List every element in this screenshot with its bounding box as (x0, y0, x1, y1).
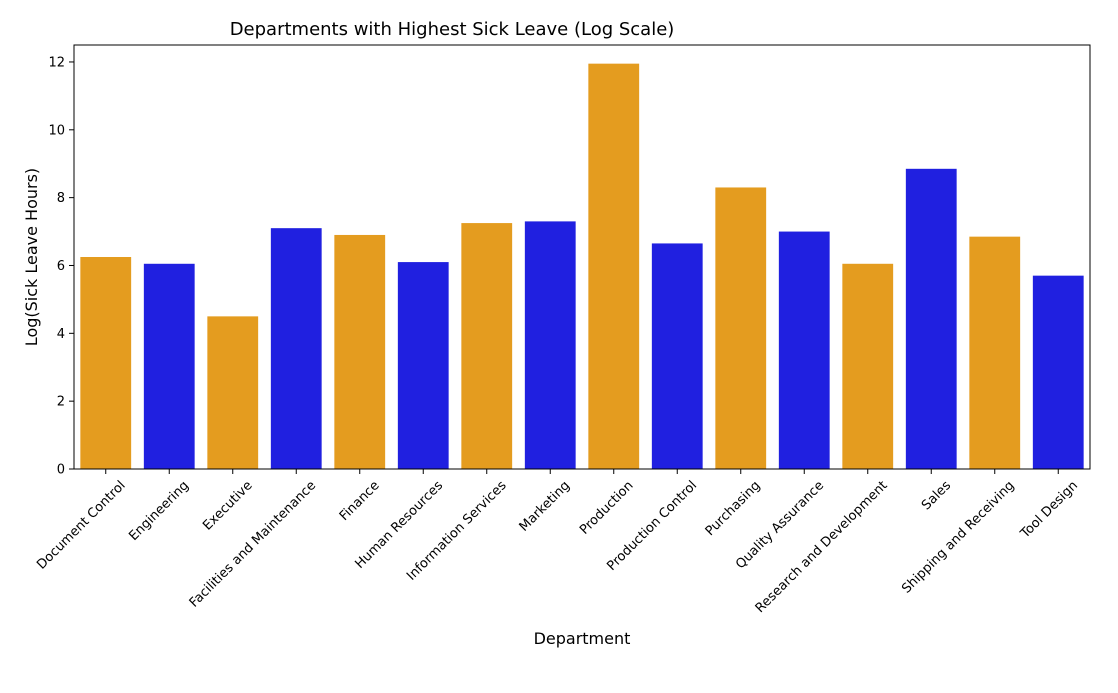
plot-area (80, 63, 1084, 470)
bar-research-and-development (842, 263, 894, 469)
y-tick-label: 6 (57, 259, 65, 274)
bar-engineering (143, 263, 195, 469)
bar-purchasing (715, 187, 767, 470)
x-axis-label: Department (534, 629, 631, 648)
y-tick-label: 0 (57, 463, 65, 478)
bar-production-control (651, 243, 703, 469)
x-tick-label: Document Control (34, 478, 128, 572)
x-tick-label: Finance (337, 478, 383, 524)
y-tick-label: 12 (48, 55, 65, 70)
bar-information-services (461, 223, 513, 469)
y-tick-label: 8 (57, 191, 65, 206)
x-tick-label: Executive (200, 478, 255, 533)
x-tick-label: Purchasing (703, 478, 764, 539)
bar-document-control (80, 257, 132, 469)
x-tick-label: Engineering (126, 478, 192, 544)
bar-production (588, 63, 640, 469)
x-tick-label: Research and Development (753, 478, 891, 616)
x-tick-label: Facilities and Maintenance (187, 478, 319, 610)
x-tick-label: Production (577, 478, 637, 538)
bar-quality-assurance (778, 231, 830, 469)
y-tick-label: 4 (57, 327, 65, 342)
y-tick-label: 2 (57, 395, 65, 410)
bar-human-resources (397, 262, 449, 469)
x-tick-label: Marketing (517, 478, 573, 534)
chart-title: Departments with Highest Sick Leave (Log… (230, 19, 675, 40)
y-axis: 0 2 4 6 8 10 12 (48, 55, 74, 478)
y-axis-label: Log(Sick Leave Hours) (22, 168, 41, 346)
x-tick-label: Sales (919, 478, 954, 513)
x-tick-label: Tool Design (1017, 478, 1081, 542)
bar-finance (334, 234, 386, 469)
x-tick-label: Shipping and Receiving (899, 478, 1017, 596)
bar-facilities-and-maintenance (270, 228, 322, 469)
bar-shipping-and-receiving (969, 236, 1021, 469)
bar-executive (207, 316, 259, 469)
y-tick-label: 10 (48, 123, 65, 138)
bar-marketing (524, 221, 576, 469)
plot-frame (73, 44, 1091, 470)
bar-tool-design (1032, 275, 1084, 469)
bar-sales (905, 168, 957, 470)
